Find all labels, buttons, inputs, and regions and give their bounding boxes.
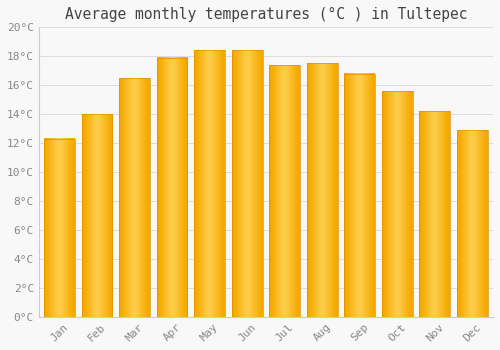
Bar	[307, 63, 338, 317]
Bar	[194, 50, 225, 317]
Bar	[44, 139, 75, 317]
Bar	[382, 91, 412, 317]
Bar	[156, 58, 188, 317]
Bar	[420, 111, 450, 317]
Title: Average monthly temperatures (°C ) in Tultepec: Average monthly temperatures (°C ) in Tu…	[64, 7, 467, 22]
Bar	[119, 78, 150, 317]
Bar	[82, 114, 112, 317]
Bar	[232, 50, 262, 317]
Bar	[270, 65, 300, 317]
Bar	[457, 130, 488, 317]
Bar	[344, 74, 375, 317]
